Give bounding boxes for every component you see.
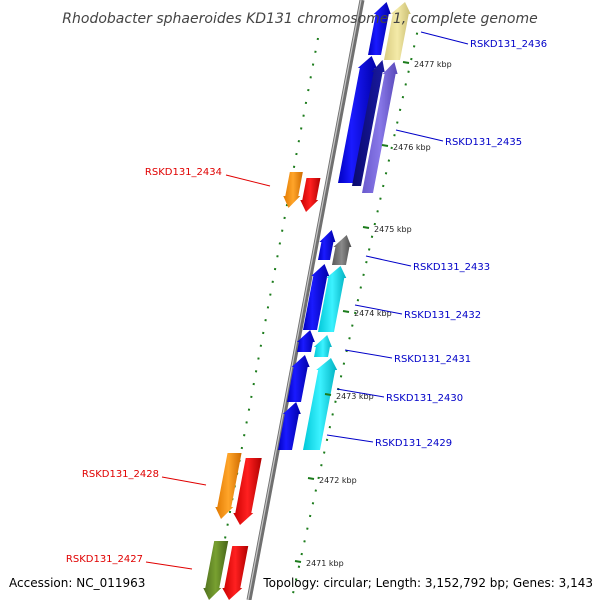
accession-label: Accession: NC_011963 — [9, 576, 145, 590]
gene-label-rskd131-2427[interactable]: RSKD131_2427 — [66, 554, 143, 565]
leader-line-rskd131-2427 — [145, 561, 193, 570]
scale-tick-label: 2476 kbp — [393, 143, 431, 152]
gene-arrow-rskd131-2436[interactable] — [384, 2, 411, 60]
scale-tick-mark — [324, 393, 332, 396]
gene-arrow-rskd131-2430[interactable] — [303, 358, 338, 450]
gene-leader-lines — [145, 31, 469, 570]
scale-tick-mark — [381, 144, 389, 147]
leader-line-rskd131-2428 — [161, 476, 207, 486]
gene-label-rskd131-2436[interactable]: RSKD131_2436 — [470, 39, 547, 50]
gene-arrow-rskd131-2434[interactable] — [300, 178, 321, 212]
gene-labels: RSKD131_2436 RSKD131_2435 RSKD131_2434 RSKD… — [66, 39, 547, 565]
gene-arrow-rskd131-2429[interactable] — [278, 402, 301, 450]
scale-tick-mark — [342, 310, 350, 313]
chromosome-backbone — [246, 0, 365, 600]
gene-arrow-rskd131-2430[interactable] — [287, 355, 310, 402]
scale-tick-mark — [307, 477, 315, 480]
gene-label-rskd131-2434[interactable]: RSKD131_2434 — [145, 167, 222, 178]
genes-layer — [203, 2, 411, 600]
map-title: Rhodobacter sphaeroides KD131 chromosome… — [62, 11, 537, 27]
leader-line-rskd131-2433 — [365, 255, 412, 267]
scale-tick-label: 2472 kbp — [319, 476, 357, 485]
gene-arrow-rskd131-2436[interactable] — [368, 2, 391, 55]
scale-tick-mark — [294, 560, 302, 563]
scale-tick-mark — [362, 226, 370, 229]
scale-ticks: 2477 kbp 2476 kbp 2475 kbp 2474 kbp 2473 kbp… — [294, 60, 452, 568]
leader-line-rskd131-2430 — [336, 388, 385, 398]
scale-tick-label: 2474 kbp — [354, 309, 392, 318]
gene-label-rskd131-2435[interactable]: RSKD131_2435 — [445, 137, 522, 148]
scale-tick-label: 2471 kbp — [306, 559, 344, 568]
scale-tick-label: 2477 kbp — [414, 60, 452, 69]
gene-arrow-rskd131-2435[interactable] — [362, 62, 398, 193]
gene-arrow-rskd131-2428[interactable] — [233, 458, 262, 525]
scale-tick-mark — [402, 61, 410, 64]
scale-tick-label: 2473 kbp — [336, 392, 374, 401]
gene-arrow-rskd131-2431[interactable] — [296, 330, 315, 352]
gene-arrow-rskd131-2435[interactable] — [352, 60, 385, 186]
gene-arrow-rskd131-2434[interactable] — [283, 172, 303, 208]
gene-label-rskd131-2432[interactable]: RSKD131_2432 — [404, 310, 481, 321]
gene-label-rskd131-2429[interactable]: RSKD131_2429 — [375, 438, 452, 449]
gene-label-rskd131-2428[interactable]: RSKD131_2428 — [82, 469, 159, 480]
gene-label-rskd131-2431[interactable]: RSKD131_2431 — [394, 354, 471, 365]
scale-tick-label: 2475 kbp — [374, 225, 412, 234]
genome-stats-label: Topology: circular; Length: 3,152,792 bp… — [262, 576, 593, 590]
leader-line-rskd131-2436 — [420, 31, 469, 45]
gene-arrow-rskd131-2432[interactable] — [303, 264, 330, 330]
gene-arrow-rskd131-2435[interactable] — [338, 56, 377, 183]
leader-line-rskd131-2434 — [225, 174, 271, 187]
gene-arrow-rskd131-2427[interactable] — [203, 541, 229, 600]
leader-line-rskd131-2432 — [354, 304, 403, 315]
gene-arrow-rskd131-2428[interactable] — [215, 453, 242, 519]
leader-line-rskd131-2431 — [344, 349, 393, 359]
gene-arrow-rskd131-2427[interactable] — [222, 546, 249, 600]
leader-line-rskd131-2429 — [326, 434, 374, 443]
gene-label-rskd131-2433[interactable]: RSKD131_2433 — [413, 262, 490, 273]
gene-arrow-rskd131-2433[interactable] — [332, 235, 352, 265]
gene-arrow-rskd131-2433[interactable] — [318, 230, 336, 260]
gene-arrow-rskd131-2431[interactable] — [313, 335, 332, 357]
gene-label-rskd131-2430[interactable]: RSKD131_2430 — [386, 393, 463, 404]
leader-line-rskd131-2435 — [395, 129, 444, 142]
gene-arrow-rskd131-2432[interactable] — [318, 266, 347, 332]
